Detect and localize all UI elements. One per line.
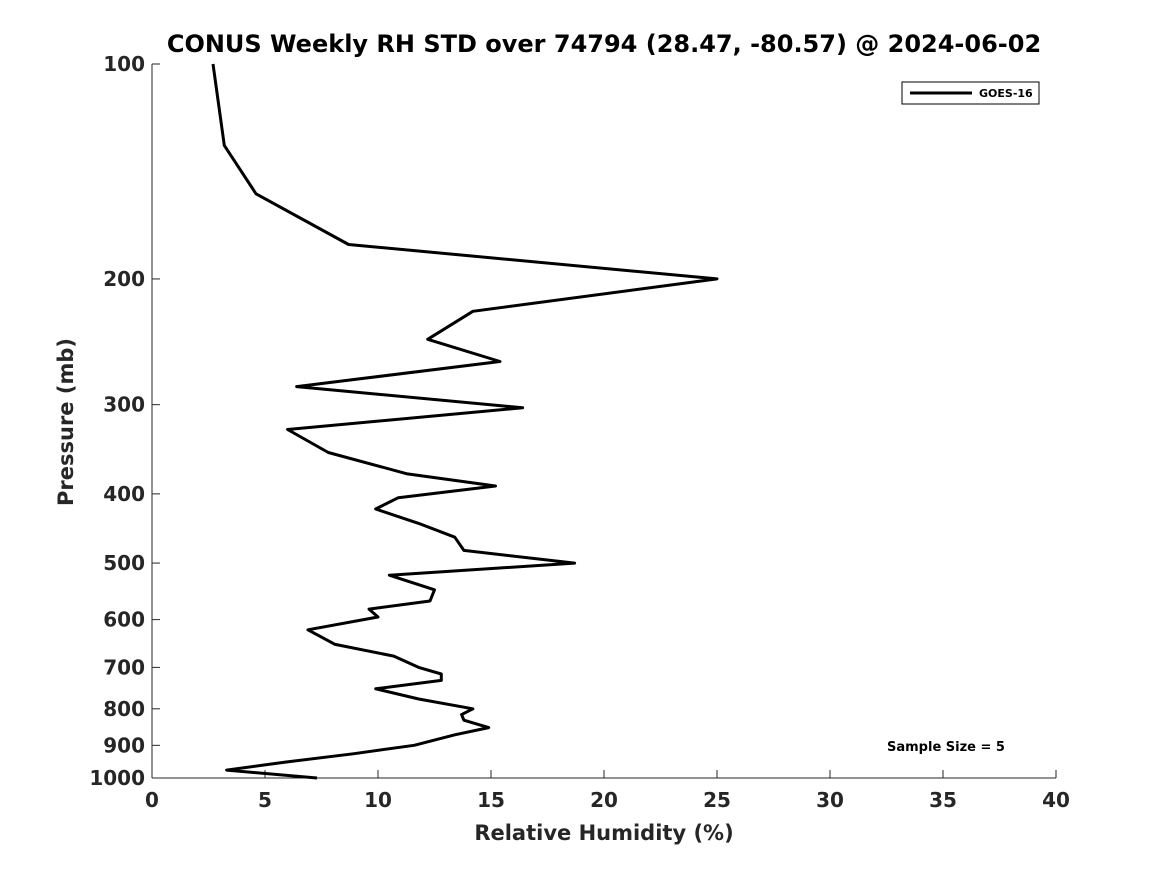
y-tick-label: 900 xyxy=(103,733,145,757)
y-tick-label: 600 xyxy=(103,608,145,632)
y-axis-label: Pressure (mb) xyxy=(54,338,78,506)
x-axis: 0 5 10 15 20 25 30 35 40 xyxy=(145,770,1070,812)
x-tick-label: 35 xyxy=(929,788,957,812)
plot-area xyxy=(151,64,1056,779)
x-tick-label: 5 xyxy=(258,788,272,812)
sample-size-annotation: Sample Size = 5 xyxy=(887,740,1005,755)
legend: GOES-16 xyxy=(901,81,1040,105)
y-tick-label: 400 xyxy=(103,482,145,506)
y-tick-label: 800 xyxy=(103,697,145,721)
chart-title: CONUS Weekly RH STD over 74794 (28.47, -… xyxy=(167,30,1041,58)
x-tick-label: 30 xyxy=(816,788,844,812)
legend-label-goes-16: GOES-16 xyxy=(979,87,1033,100)
series-line-goes-16 xyxy=(211,63,719,780)
y-axis: 100 200 300 400 500 600 700 800 900 1000 xyxy=(89,52,160,790)
x-axis-label: Relative Humidity (%) xyxy=(474,821,733,845)
y-tick-label: 100 xyxy=(103,52,145,76)
x-tick-label: 0 xyxy=(145,788,159,812)
y-tick-label: 1000 xyxy=(89,766,145,790)
y-tick-label: 700 xyxy=(103,655,145,679)
series-group xyxy=(211,63,719,780)
x-tick-label: 25 xyxy=(703,788,731,812)
x-tick-label: 10 xyxy=(364,788,392,812)
x-tick-label: 15 xyxy=(477,788,505,812)
y-tick-label: 200 xyxy=(103,267,145,291)
x-tick-label: 20 xyxy=(590,788,618,812)
x-tick-label: 40 xyxy=(1042,788,1070,812)
y-tick-label: 300 xyxy=(103,393,145,417)
y-tick-label: 500 xyxy=(103,551,145,575)
